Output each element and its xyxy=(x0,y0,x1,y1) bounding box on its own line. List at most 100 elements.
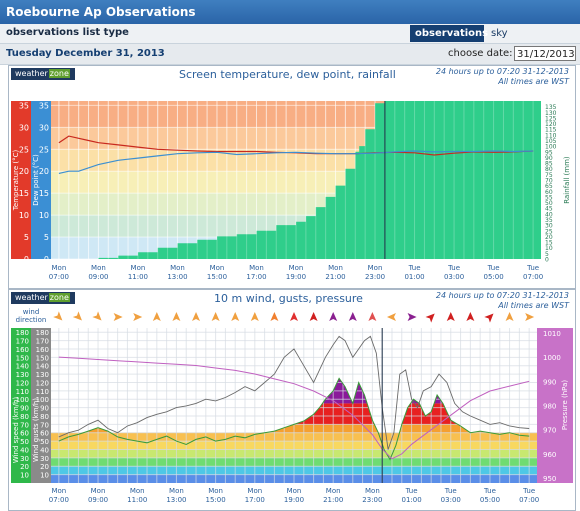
pressure-tick-label: 980 xyxy=(543,403,556,411)
temperature-tick-label: 30 xyxy=(19,123,29,132)
wind-chart-panel: weather zone 10 m wind, gusts, pressure 2… xyxy=(8,289,576,511)
wind-speed-tick-label: 130 xyxy=(16,371,29,379)
rainfall-tick-label: 120 xyxy=(545,121,557,128)
rainfall-tick-label: 15 xyxy=(545,240,553,247)
logo-text: weather xyxy=(15,293,48,302)
temperature-axis-label: Temperature (°C) xyxy=(12,150,20,212)
rainfall-tick-label: 50 xyxy=(545,200,553,207)
choose-date-label: choose date: xyxy=(448,48,513,59)
x-tick-time: 07:00 xyxy=(49,496,69,504)
wind-gusts-axis-strip xyxy=(31,328,51,483)
wind-speed-tick-label: 10 xyxy=(20,472,29,480)
wind-gusts-tick-label: 50 xyxy=(40,438,49,446)
chart-title: 10 m wind, gusts, pressure xyxy=(214,292,363,305)
dewpoint-tick-label: 20 xyxy=(39,167,49,176)
wind-gusts-tick-label: 130 xyxy=(36,371,49,379)
tab-sky-observations[interactable]: sky observations xyxy=(491,28,555,56)
wind-speed-tick-label: 120 xyxy=(16,379,29,387)
x-tick-day: Mon xyxy=(170,264,185,272)
x-tick-time: 11:00 xyxy=(128,273,148,281)
date-input[interactable]: 31/12/2013 xyxy=(514,46,576,61)
wind-speed-tick-label: 160 xyxy=(16,346,29,354)
wind-direction-arrow-icon xyxy=(425,313,435,323)
x-tick-time: 05:00 xyxy=(480,496,500,504)
x-tick-day: Mon xyxy=(130,487,145,495)
x-tick-day: Tue xyxy=(522,487,535,495)
temperature-tick-label: 10 xyxy=(19,211,29,220)
x-tick-time: 23:00 xyxy=(362,496,382,504)
wind-direction-arrow-icon xyxy=(525,313,535,321)
x-tick-time: 19:00 xyxy=(284,496,304,504)
x-tick-day: Mon xyxy=(169,487,184,495)
rainfall-tick-label: 75 xyxy=(545,172,553,179)
current-date: Tuesday December 31, 2013 xyxy=(6,48,165,59)
x-tick-day: Tue xyxy=(487,264,500,272)
rainfall-tick-label: 135 xyxy=(545,104,557,111)
rainfall-tick-label: 40 xyxy=(545,211,553,218)
x-tick-day: Mon xyxy=(365,487,380,495)
observations-type-bar: observations list type observations sky … xyxy=(0,24,580,56)
wind-speed-tick-label: 140 xyxy=(16,363,29,371)
x-tick-time: 05:00 xyxy=(483,273,503,281)
wind-gusts-tick-label: 110 xyxy=(36,388,49,396)
wind-gusts-tick-label: 160 xyxy=(36,346,49,354)
pressure-tick-label: 950 xyxy=(543,475,556,483)
rainfall-tick-label: 110 xyxy=(545,132,557,139)
wind-direction-arrow-icon xyxy=(72,311,82,321)
dewpoint-tick-label: 30 xyxy=(39,123,49,132)
x-tick-time: 23:00 xyxy=(365,273,385,281)
dewpoint-tick-label: 0 xyxy=(44,255,49,264)
rainfall-tick-label: 80 xyxy=(545,166,553,173)
rainfall-tick-label: 70 xyxy=(545,178,553,185)
pressure-tick-label: 970 xyxy=(543,427,556,435)
wind-speed-tick-label: 30 xyxy=(20,455,29,463)
temperature-tick-label: 25 xyxy=(19,145,29,154)
dewpoint-tick-label: 15 xyxy=(39,189,49,198)
wind-speed-tick-label: 20 xyxy=(20,463,29,471)
wind-gusts-tick-label: 20 xyxy=(40,463,49,471)
dewpoint-tick-label: 35 xyxy=(39,101,49,110)
dewpoint-tick-label: 10 xyxy=(39,211,49,220)
wind-gusts-tick-label: 170 xyxy=(36,338,49,346)
wind-direction-arrow-icon xyxy=(407,313,417,321)
logo-text-highlight: zone xyxy=(48,293,70,302)
wind-direction-arrow-icon xyxy=(505,312,514,321)
x-tick-time: 07:00 xyxy=(519,496,539,504)
rainfall-tick-label: 45 xyxy=(545,206,553,213)
rainfall-tick-label: 25 xyxy=(545,228,553,235)
wind-direction-arrow-icon xyxy=(466,312,475,321)
wind-direction-arrow-icon xyxy=(92,311,102,321)
rainfall-tick-label: 105 xyxy=(545,138,557,145)
x-tick-day: Tue xyxy=(483,487,496,495)
x-tick-day: Mon xyxy=(51,487,66,495)
chart-time-range: 24 hours up to 07:20 31-12-2013 xyxy=(435,291,569,300)
weatherzone-logo: weather zone xyxy=(11,292,75,304)
wind-speed-tick-label: 170 xyxy=(16,338,29,346)
wind-direction-arrow-icon xyxy=(152,312,161,321)
wind-gusts-axis-label: Wind gusts (km/h) xyxy=(32,398,40,462)
x-tick-time: 09:00 xyxy=(88,273,108,281)
wind-speed-tick-label: 80 xyxy=(20,413,29,421)
x-tick-day: Mon xyxy=(52,264,67,272)
rainfall-tick-label: 0 xyxy=(545,257,549,264)
wind-direction-arrow-icon xyxy=(329,312,338,321)
wind-speed-axis-strip xyxy=(11,328,31,483)
rainfall-tick-label: 85 xyxy=(545,161,553,168)
x-tick-day: Tue xyxy=(444,487,457,495)
x-tick-time: 21:00 xyxy=(323,496,343,504)
rainfall-area xyxy=(58,101,542,259)
temperature-tick-label: 15 xyxy=(19,189,29,198)
rainfall-axis-strip xyxy=(541,101,573,259)
rainfall-tick-label: 125 xyxy=(545,115,557,122)
wind-chart: winddirection102030405060708090100110120… xyxy=(11,308,573,504)
x-tick-time: 03:00 xyxy=(444,273,464,281)
chart-time-range: 24 hours up to 07:20 31-12-2013 xyxy=(435,67,569,76)
wind-speed-tick-label: 180 xyxy=(16,329,29,337)
x-tick-time: 15:00 xyxy=(207,273,227,281)
x-tick-day: Mon xyxy=(249,264,264,272)
x-tick-day: Mon xyxy=(131,264,146,272)
wind-direction-arrow-icon xyxy=(348,312,357,321)
pressure-line xyxy=(58,356,530,460)
x-tick-time: 21:00 xyxy=(325,273,345,281)
tab-observations[interactable]: observations xyxy=(410,25,488,42)
